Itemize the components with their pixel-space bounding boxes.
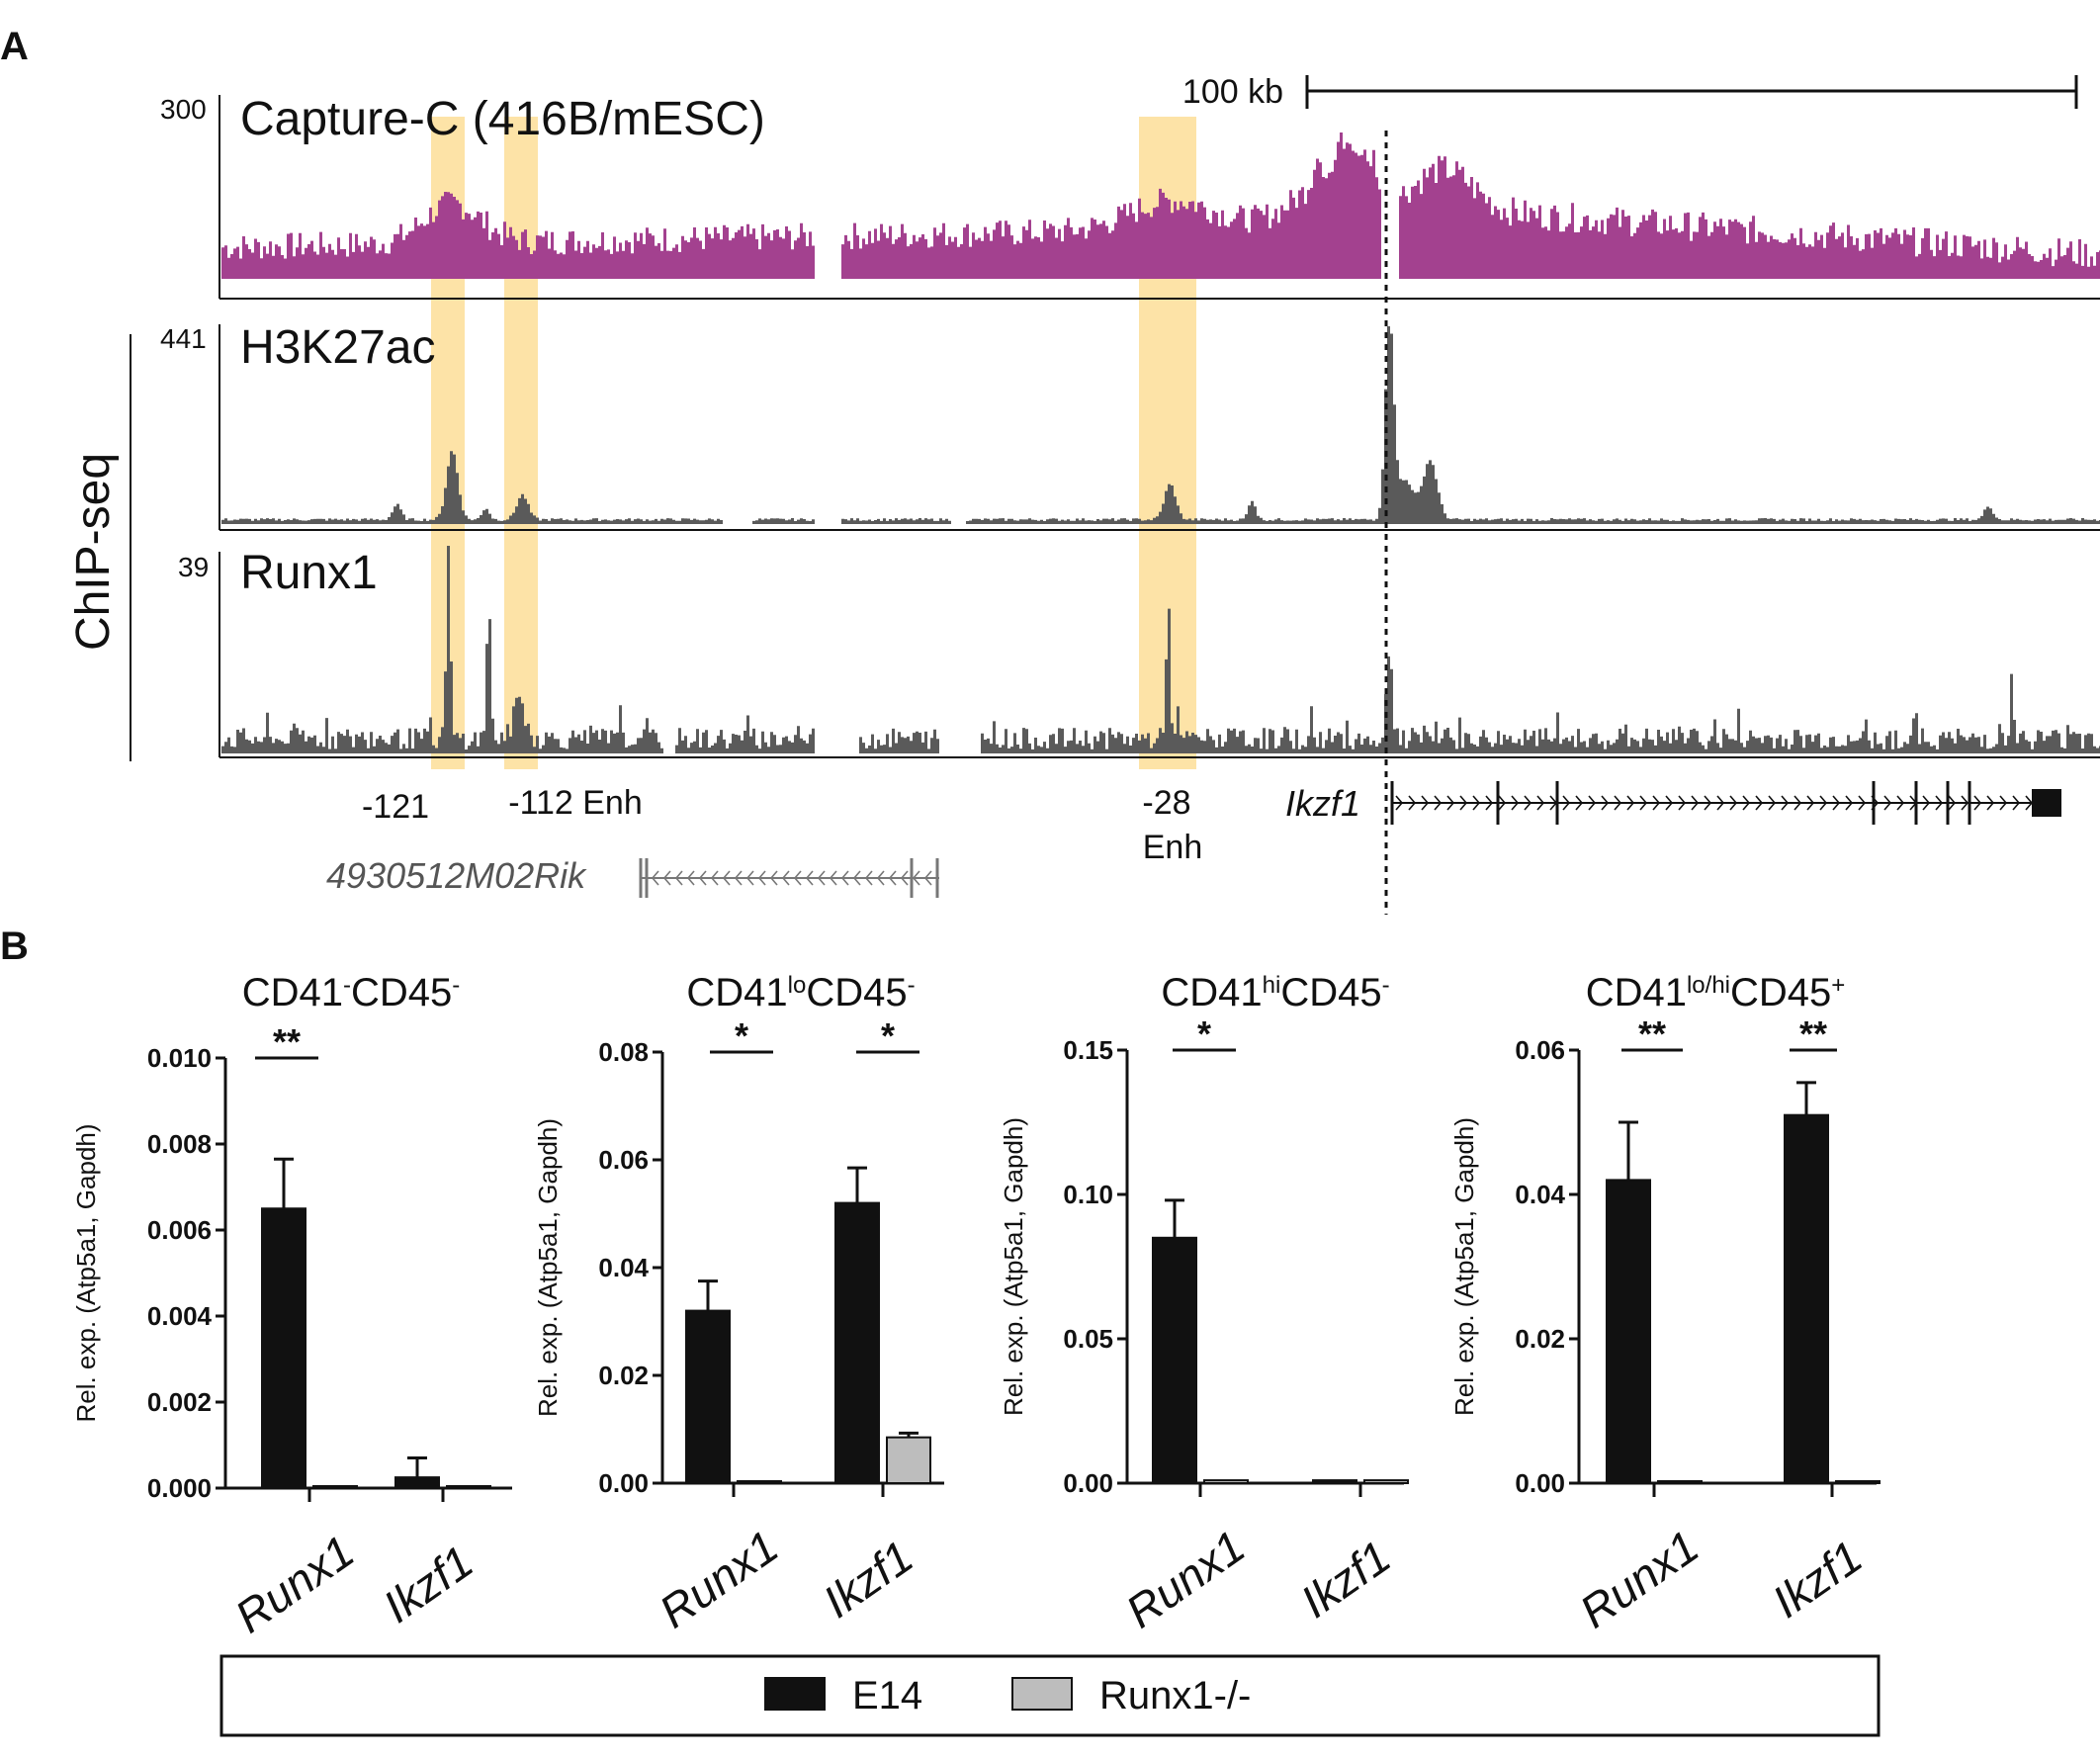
ikzf1-gene-model: Ikzf1	[1285, 781, 2061, 825]
rik-gene-model: 4930512M02Rik	[326, 855, 939, 898]
highlight-column	[504, 117, 538, 769]
region-label-121: -121	[362, 788, 429, 826]
y-tick-label: 0.00	[1515, 1468, 1565, 1498]
chip-seq-group: ChIP-seq	[67, 334, 131, 761]
runx1-signal	[221, 546, 2100, 753]
h3k27ac-track: 441 H3K27ac	[160, 321, 2100, 531]
y-tick-label: 0.002	[147, 1387, 212, 1417]
runx1-label: Runx1	[240, 547, 378, 599]
y-tick-label: 0.004	[147, 1301, 213, 1331]
bar-ikzf1-e14	[834, 1201, 880, 1484]
bar-chart-2: CD41loCD45- 0.00 0.02 0.04 0.06 0.08 Rel. exp.…	[533, 971, 944, 1637]
bar-ikzf1-e14	[394, 1476, 440, 1489]
region-label-112: -112 Enh	[508, 784, 642, 822]
legend-swatch-e14	[764, 1677, 826, 1711]
chart-title: CD41hiCD45-	[1161, 971, 1389, 1014]
x-category-label: Runx1	[225, 1525, 363, 1642]
y-tick-label: 0.04	[598, 1253, 649, 1282]
rik-gene-label: 4930512M02Rik	[326, 855, 587, 896]
y-axis-label: Rel. exp. (Atp5a1, Gapdh)	[533, 1118, 563, 1417]
chart-title: CD41-CD45-	[242, 971, 461, 1014]
region-label-28-enh: Enh	[1143, 829, 1203, 866]
capture-c-max: 300	[160, 94, 207, 125]
bar-chart-4: CD41lo/hiCD45+ 0.00 0.02 0.04 0.06 Rel. exp. …	[1449, 971, 1881, 1637]
y-tick-label: 0.08	[598, 1037, 649, 1067]
y-tick-label: 0.04	[1515, 1180, 1565, 1209]
x-category-label: Ikzf1	[814, 1531, 921, 1628]
bar-runx1-runx1-ko	[1657, 1480, 1703, 1484]
runx1-track: 39 Runx1	[178, 546, 2100, 758]
bar-runx1-runx1-ko	[1203, 1479, 1249, 1484]
h3k27ac-label: H3K27ac	[240, 321, 435, 374]
y-axis-label: Rel. exp. (Atp5a1, Gapdh)	[999, 1117, 1028, 1416]
scale-bar: 100 kb	[1182, 73, 2078, 111]
y-tick-label: 0.05	[1063, 1324, 1113, 1354]
capture-c-signal	[221, 132, 2100, 279]
y-tick-label: 0.02	[598, 1361, 649, 1390]
bar-runx1-e14	[685, 1309, 731, 1484]
y-tick-label: 0.15	[1063, 1035, 1113, 1065]
bar-ikzf1-e14	[1312, 1479, 1357, 1484]
legend-swatch-runx1-ko	[1011, 1677, 1073, 1711]
legend-label-e14: E14	[852, 1674, 922, 1717]
region-label-28: -28	[1142, 784, 1190, 822]
y-tick-label: 0.00	[1063, 1468, 1113, 1498]
x-category-label: Ikzf1	[374, 1536, 481, 1632]
runx1-max: 39	[178, 552, 209, 582]
y-tick-label: 0.000	[147, 1473, 212, 1503]
significance-marker: *	[1197, 1013, 1211, 1054]
significance-marker: *	[881, 1015, 895, 1056]
y-tick-label: 0.06	[598, 1145, 649, 1175]
panel-a-letter: A	[0, 25, 29, 68]
bar-runx1-e14	[1606, 1179, 1651, 1485]
bar-ikzf1-e14	[1784, 1113, 1829, 1484]
significance-marker: **	[1799, 1013, 1827, 1054]
chart-title: CD41loCD45-	[686, 971, 915, 1014]
x-category-label: Ikzf1	[1763, 1531, 1871, 1628]
capture-c-label: Capture-C (416B/mESC)	[240, 93, 765, 145]
enhancer-highlights	[431, 117, 1196, 769]
x-category-label: Ikzf1	[1291, 1531, 1399, 1628]
x-category-label: Runx1	[1570, 1520, 1707, 1637]
significance-marker: **	[273, 1021, 301, 1062]
bar-ikzf1-runx1-ko	[1835, 1480, 1881, 1484]
bar-runx1-runx1-ko	[312, 1485, 358, 1489]
bar-chart-3: CD41hiCD45- 0.00 0.05 0.10 0.15 Rel. exp. (At…	[999, 971, 1409, 1637]
y-axis-label: Rel. exp. (Atp5a1, Gapdh)	[1449, 1117, 1479, 1416]
bar-runx1-e14	[1152, 1236, 1197, 1485]
significance-marker: *	[735, 1015, 748, 1056]
legend: E14 Runx1-/-	[219, 1654, 1881, 1737]
y-axis-label: Rel. exp. (Atp5a1, Gapdh)	[71, 1123, 101, 1422]
significance-marker: **	[1638, 1013, 1666, 1054]
x-category-label: Runx1	[1116, 1520, 1254, 1637]
y-tick-label: 0.00	[598, 1468, 649, 1498]
y-tick-label: 0.10	[1063, 1180, 1113, 1209]
y-tick-label: 0.06	[1515, 1035, 1565, 1065]
legend-label-runx1-ko: Runx1-/-	[1099, 1674, 1251, 1717]
bar-ikzf1-runx1-ko	[446, 1485, 491, 1489]
scale-bar-label: 100 kb	[1182, 73, 1283, 111]
h3k27ac-max: 441	[160, 323, 207, 354]
x-category-label: Runx1	[650, 1520, 787, 1637]
bar-chart-1: CD41-CD45- 0.000 0.002 0.004 0.006 0.008 0.010…	[71, 971, 512, 1642]
bar-ikzf1-runx1-ko	[1363, 1479, 1409, 1484]
bar-charts: CD41-CD45- 0.000 0.002 0.004 0.006 0.008 0.010…	[71, 971, 1881, 1642]
capture-c-track: 300 Capture-C (416B/mESC)	[160, 93, 2100, 300]
y-tick-label: 0.008	[147, 1129, 212, 1159]
track-signal	[221, 132, 2100, 279]
chip-seq-label: ChIP-seq	[67, 453, 120, 651]
y-tick-label: 0.006	[147, 1215, 212, 1245]
bar-runx1-runx1-ko	[737, 1480, 782, 1484]
ikzf1-gene-label: Ikzf1	[1285, 783, 1360, 824]
y-tick-label: 0.010	[147, 1043, 212, 1073]
bar-ikzf1-runx1-ko	[886, 1436, 931, 1485]
chart-title: CD41lo/hiCD45+	[1586, 971, 1846, 1014]
track-signal	[221, 546, 2100, 753]
bar-runx1-e14	[261, 1207, 306, 1489]
y-tick-label: 0.02	[1515, 1324, 1565, 1354]
panel-b-letter: B	[0, 925, 29, 968]
